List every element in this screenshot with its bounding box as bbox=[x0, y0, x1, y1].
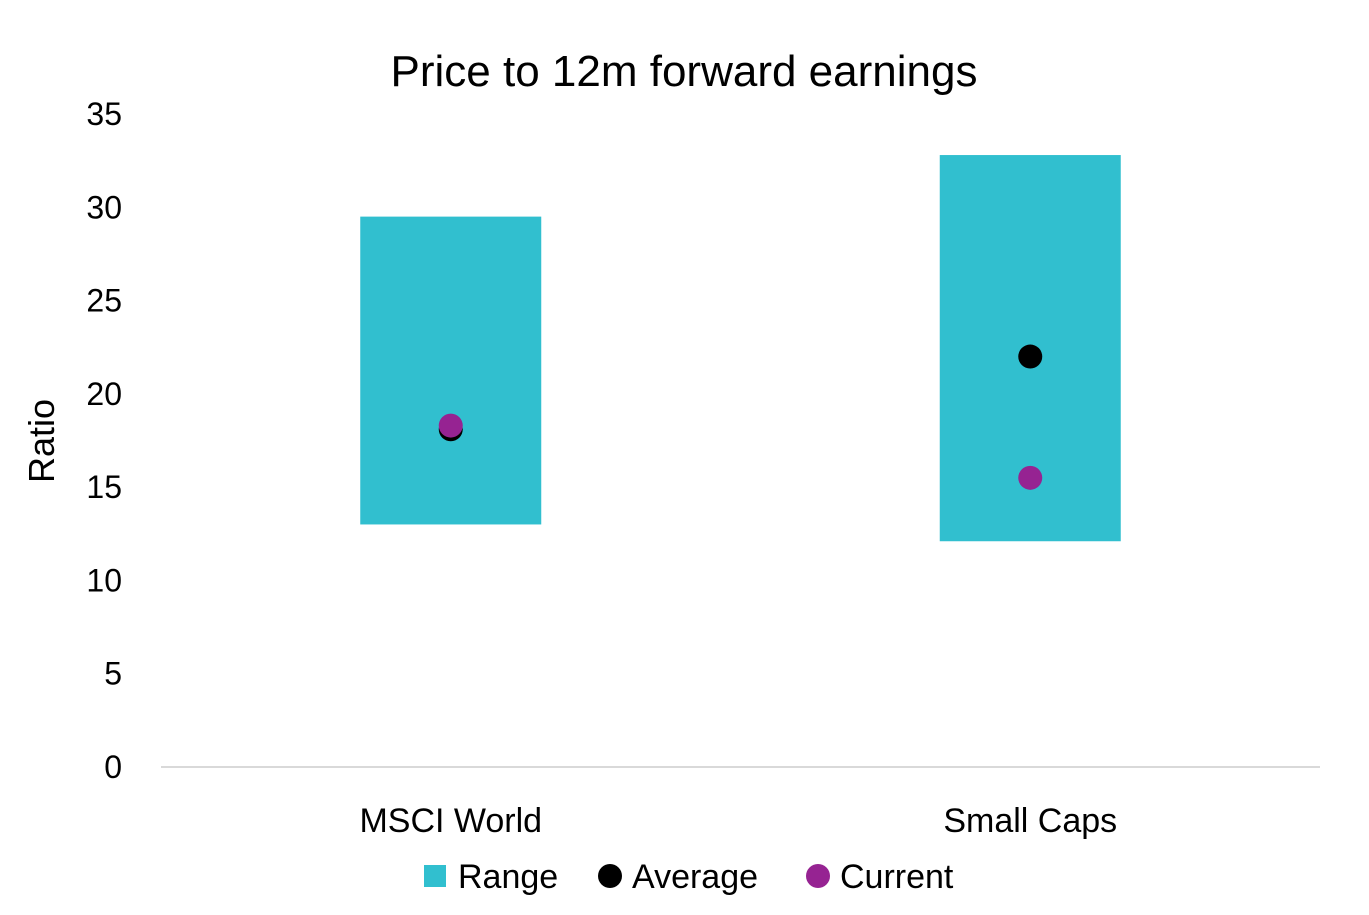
y-tick-label: 10 bbox=[86, 562, 122, 598]
current-point bbox=[438, 413, 463, 438]
y-axis-ticks: 0 5 10 15 20 25 30 35 bbox=[86, 96, 122, 785]
legend-label-range: Range bbox=[458, 858, 558, 896]
chart-title: Price to 12m forward earnings bbox=[391, 47, 978, 96]
y-tick-label: 30 bbox=[86, 189, 122, 225]
y-tick-label: 15 bbox=[86, 469, 122, 505]
legend: Range Average Current bbox=[424, 858, 954, 896]
y-tick-label: 25 bbox=[86, 283, 122, 319]
legend-swatch-range bbox=[424, 865, 446, 887]
range-bars bbox=[360, 155, 1121, 542]
x-category-label: Small Caps bbox=[943, 802, 1117, 840]
data-points bbox=[438, 344, 1043, 490]
y-axis-title: Ratio bbox=[21, 399, 62, 483]
legend-label-average: Average bbox=[632, 858, 758, 896]
legend-label-current: Current bbox=[840, 858, 954, 896]
y-tick-label: 0 bbox=[104, 749, 122, 785]
x-axis-labels: MSCI World Small Caps bbox=[359, 802, 1117, 840]
y-tick-label: 5 bbox=[104, 656, 122, 692]
legend-swatch-average bbox=[598, 864, 622, 888]
y-tick-label: 20 bbox=[86, 376, 122, 412]
range-bar bbox=[360, 216, 542, 525]
average-point bbox=[1018, 344, 1043, 369]
legend-swatch-current bbox=[806, 864, 830, 888]
current-point bbox=[1018, 465, 1043, 490]
y-tick-label: 35 bbox=[86, 96, 122, 132]
x-category-label: MSCI World bbox=[359, 802, 542, 840]
